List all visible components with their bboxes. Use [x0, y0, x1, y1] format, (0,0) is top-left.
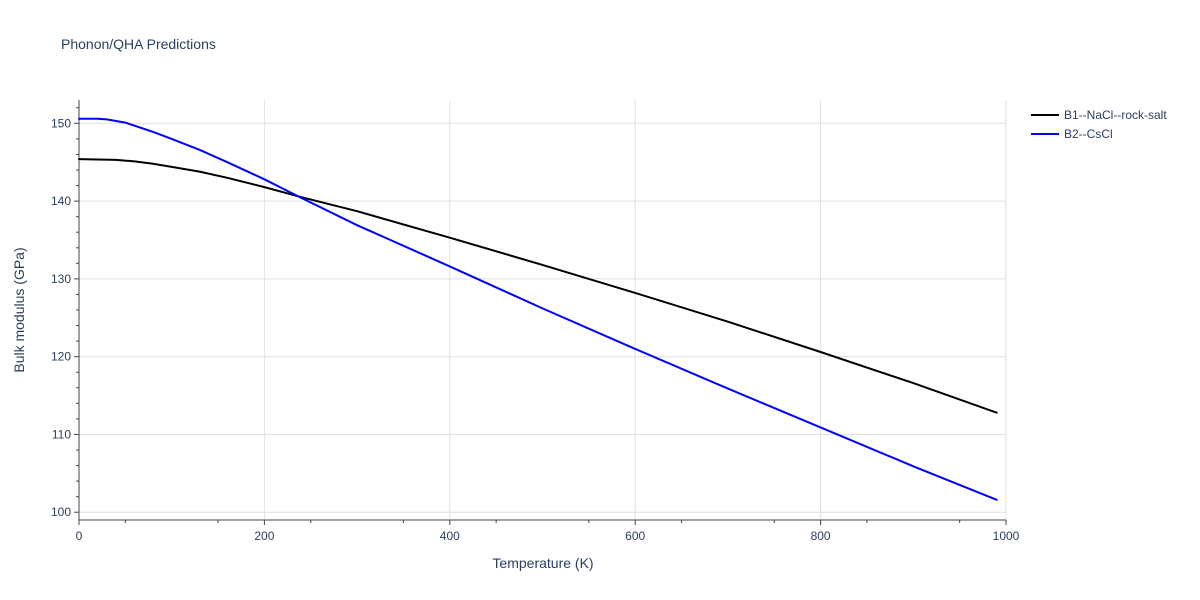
series-lines: [78, 117, 998, 501]
x-tick-label: 0: [76, 529, 83, 543]
y-tick-label: 120: [51, 350, 71, 364]
x-tick-label: 1000: [993, 529, 1020, 543]
x-tick-label: 200: [254, 529, 274, 543]
legend-item[interactable]: B2--CsCl: [1031, 127, 1113, 141]
series-line-b1-nacl-rock-salt[interactable]: [78, 158, 998, 414]
y-tick-label: 100: [51, 505, 71, 519]
y-tick-label: 150: [51, 116, 71, 130]
y-tick-label: 110: [52, 427, 71, 441]
legend-label: B2--CsCl: [1064, 127, 1113, 141]
grid-lines: [79, 100, 1007, 520]
legend-label: B1--NaCl--rock-salt: [1064, 108, 1167, 122]
x-tick-label: 600: [625, 529, 645, 543]
y-tick-label: 130: [51, 272, 71, 286]
y-tick-label: 140: [51, 194, 71, 208]
legend-item[interactable]: B1--NaCl--rock-salt: [1031, 108, 1167, 122]
chart-title: Phonon/QHA Predictions: [61, 36, 216, 52]
x-tick-label: 400: [440, 529, 460, 543]
axes: [78, 100, 1006, 521]
x-tick-label: 800: [811, 529, 831, 543]
y-axis-title: Bulk modulus (GPa): [11, 247, 27, 372]
x-axis-title: Temperature (K): [492, 555, 593, 571]
axis-ticks: 0 200 400 600 800 1000 100 110 120 130 140 150: [51, 107, 1020, 543]
legend[interactable]: B1--NaCl--rock-salt B2--CsCl: [1031, 108, 1167, 141]
series-line-b2-cscl[interactable]: [78, 117, 998, 501]
